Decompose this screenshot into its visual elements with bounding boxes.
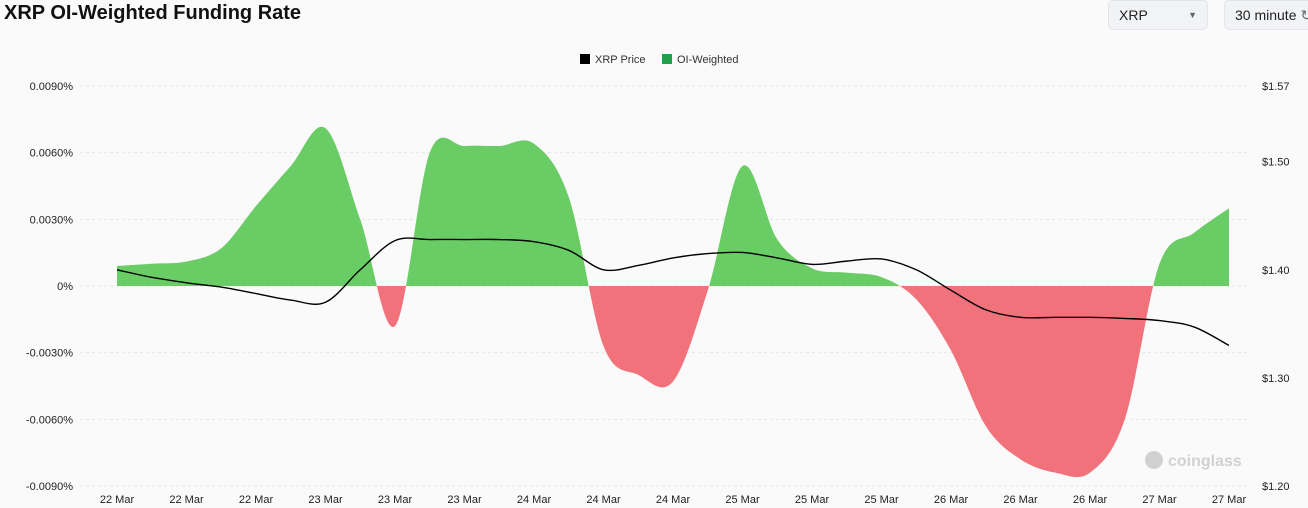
y-left-tick-label: 0.0090%	[30, 81, 74, 93]
funding-area-positive	[117, 126, 1229, 286]
legend-swatch-price[interactable]	[580, 54, 590, 64]
page-title: XRP OI-Weighted Funding Rate	[4, 2, 302, 24]
y-right-tick-label: $1.50	[1262, 157, 1290, 169]
x-tick-label: 23 Mar	[308, 494, 343, 506]
x-tick-label: 27 Mar	[1212, 494, 1247, 506]
x-tick-label: 25 Mar	[795, 494, 830, 506]
x-tick-label: 24 Mar	[517, 494, 552, 506]
x-tick-label: 22 Mar	[169, 494, 204, 506]
legend-label-price[interactable]: XRP Price	[595, 54, 646, 66]
price-line	[116, 237, 1230, 347]
coin-select-value: XRP	[1119, 7, 1148, 23]
x-tick-label: 27 Mar	[1142, 494, 1177, 506]
y-left-tick-label: -0.0060%	[26, 414, 73, 426]
coinglass-logo-icon	[1145, 451, 1163, 469]
x-tick-label: 23 Mar	[447, 494, 482, 506]
x-tick-label: 26 Mar	[934, 494, 969, 506]
caret-down-icon: ▼	[1188, 10, 1197, 20]
x-tick-label: 26 Mar	[1003, 494, 1038, 506]
y-right-tick-label: $1.40	[1262, 265, 1290, 277]
x-tick-label: 22 Mar	[239, 494, 274, 506]
x-tick-label: 26 Mar	[1073, 494, 1108, 506]
interval-select[interactable]: 30 minute ↻	[1224, 0, 1308, 30]
x-tick-label: 24 Mar	[656, 494, 691, 506]
legend-label-oi[interactable]: OI-Weighted	[677, 54, 739, 66]
spinner-icon: ↻	[1300, 6, 1308, 23]
x-tick-label: 25 Mar	[725, 494, 760, 506]
y-left-tick-label: -0.0030%	[26, 348, 73, 360]
interval-select-value: 30 minute	[1235, 7, 1297, 23]
y-left-tick-label: 0%	[57, 281, 73, 293]
funding-area-negative	[117, 286, 1229, 478]
y-right-tick-label: $1.30	[1262, 373, 1290, 385]
y-left-tick-label: -0.0090%	[26, 481, 73, 493]
y-right-tick-label: $1.57	[1262, 81, 1290, 93]
watermark-text: coinglass	[1168, 453, 1242, 470]
x-tick-label: 23 Mar	[378, 494, 413, 506]
x-tick-label: 22 Mar	[100, 494, 135, 506]
legend: XRP Price OI-Weighted	[580, 54, 739, 66]
x-tick-label: 25 Mar	[864, 494, 899, 506]
coin-select[interactable]: XRP ▼	[1108, 0, 1208, 30]
y-left-tick-label: 0.0030%	[30, 214, 74, 226]
x-tick-label: 24 Mar	[586, 494, 621, 506]
y-right-tick-label: $1.20	[1262, 481, 1290, 493]
watermark: coinglass	[1145, 451, 1242, 470]
legend-swatch-oi[interactable]	[662, 54, 672, 64]
y-left-tick-label: 0.0060%	[30, 148, 74, 160]
